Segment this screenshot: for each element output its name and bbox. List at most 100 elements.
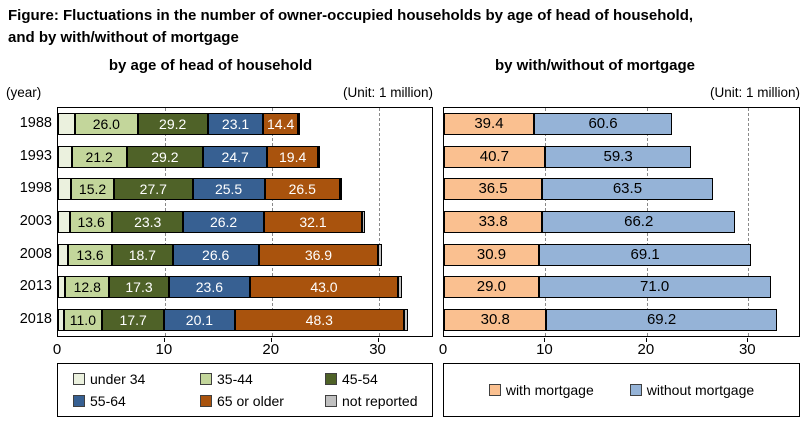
age-chart-unit-label: (Unit: 1 million) [342,85,433,100]
bar-row-2008: 2008 13.6 18.7 26.6 36.9 [20,243,432,266]
x-tick-label: 20 [637,341,655,358]
legend-label: with mortgage [505,382,594,398]
bar-segment: 33.8 [444,211,543,233]
bar-segment: 26.0 [75,113,138,136]
tick-mark-30 [747,338,749,342]
bar-segment: 29.2 [126,145,203,168]
x-tick-label: 0 [52,341,62,358]
legend-item: 45-54 [325,371,428,387]
bar-segment: 26.6 [172,243,259,266]
bar-segment: 69.1 [538,243,752,266]
bar-row-2008: 30.9 69.1 [444,243,799,266]
bar-segment [58,308,64,331]
mortgage-chart-unit-label: (Unit: 1 million) [709,85,800,100]
bar-segment: 13.6 [68,243,113,266]
bar-segment [339,178,342,201]
bar-segment [58,211,71,233]
bar-segment: 63.5 [542,178,713,201]
legend-item: with mortgage [488,382,594,398]
legend-swatch [73,373,85,386]
bar-row-2013: 2013 12.8 17.3 23.6 43.0 [20,276,432,299]
year-label: 2008 [19,245,52,262]
year-label: 2018 [19,310,52,327]
gridline-30 [748,108,750,336]
bar-row-2018: 30.8 69.2 [444,308,799,331]
bar-segment: 27.7 [114,178,193,201]
tick-mark-20 [270,338,272,342]
bar-segment: 23.6 [168,276,250,299]
x-tick-label: 30 [369,341,386,358]
legend-swatch [73,394,85,407]
year-label: 2003 [19,213,52,229]
gridline-30 [378,108,380,336]
bar-segment: 12.8 [65,276,110,299]
bar-row-2013: 29.0 71.0 [444,276,799,299]
bar-segment: 25.5 [192,178,265,201]
tick-mark-10 [544,338,546,342]
bar-segment: 13.6 [70,211,112,233]
legend-swatch [488,384,501,396]
bar-segment: 29.0 [444,276,539,299]
bar-segment: 36.5 [444,178,543,201]
x-tick-label: 20 [262,341,280,358]
bar-segment: 29.2 [137,113,208,136]
legend-label: not reported [342,392,418,409]
legend-item: 55-64 [73,393,200,409]
bar-row-1998: 1998 15.2 27.7 25.5 26.5 [20,178,432,201]
bar-segment [58,145,72,168]
bar-segment: 36.9 [258,243,379,266]
legend-swatch [325,394,337,407]
bar-segment: 60.6 [533,113,673,136]
year-label: 1988 [19,115,52,132]
bar-segment: 40.7 [444,145,545,168]
bar-segment: 26.5 [264,178,340,201]
bar-segment: 26.2 [183,211,264,233]
tick-mark-10 [163,338,165,342]
mortgage-chart-legend: with mortgage without mortgage [443,363,800,417]
bar-row-2018: 2018 11.0 17.7 20.1 48.3 [20,308,432,331]
legend-item: 35-44 [200,371,325,387]
x-tick-label: 0 [438,341,448,358]
bar-segment: 71.0 [538,276,771,299]
year-label: 1998 [19,180,52,197]
bar-row-2003: 33.8 66.2 [444,211,799,233]
bar-row-1988: 1988 26.0 29.2 23.1 14.4 [20,113,432,136]
mortgage-chart-plot: 39.4 60.6 40.7 59.3 36.5 63.5 33.8 66.2 30.9 69.1… [443,107,800,337]
bar-segment: 18.7 [112,243,173,266]
bar-segment: 30.8 [444,308,547,331]
legend-item: 65 or older [200,393,325,409]
bar-row-1988: 39.4 60.6 [444,113,799,136]
year-label: 1993 [19,147,52,164]
mortgage-chart-subtitle: by with/without of mortgage [495,57,695,74]
bar-segment: 48.3 [234,308,404,331]
tick-mark-30 [377,338,379,342]
bar-segment [58,178,72,201]
x-tick-label: 30 [738,341,756,358]
figure-title-line1: Figure: Fluctuations in the number of ow… [8,7,694,24]
x-tick-label: 10 [536,341,553,358]
bar-segment: 32.1 [263,211,363,233]
bar-segment: 23.1 [207,113,264,136]
bar-segment: 15.2 [71,178,115,201]
figure-title-line2: and by with/without of mortgage [8,29,239,46]
bar-segment [317,145,320,168]
bar-segment [58,243,69,266]
bar-segment: 17.3 [109,276,169,299]
bar-row-2003: 2003 13.6 23.3 26.2 32.1 [20,211,432,233]
bar-segment [297,113,300,136]
bar-segment: 23.3 [111,211,184,233]
legend-swatch [325,373,337,386]
tick-mark-20 [645,338,647,342]
x-tick-label: 10 [155,341,173,358]
bar-segment [397,276,403,299]
bar-segment: 14.4 [263,113,298,136]
bar-segment: 39.4 [444,113,534,136]
bar-segment [403,308,409,331]
bar-segment: 21.2 [71,145,127,168]
legend-item: not reported [325,393,428,409]
bar-segment [58,113,76,136]
bar-segment [378,243,382,266]
bar-segment: 11.0 [63,308,103,331]
legend-item: under 34 [73,371,200,387]
bar-segment: 20.1 [164,308,235,331]
